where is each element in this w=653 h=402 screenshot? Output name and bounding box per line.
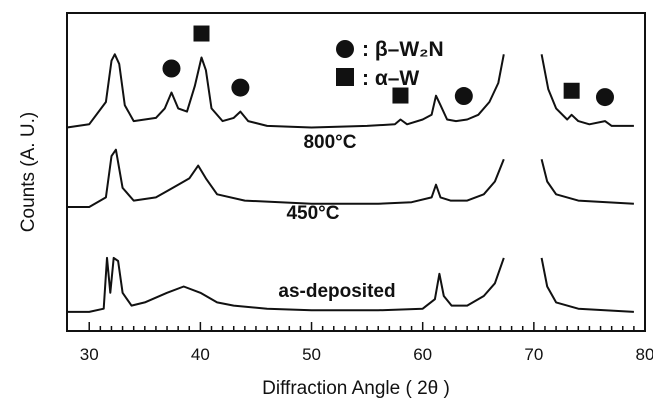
series-labels: 800°C 450°C as-deposited [278, 132, 395, 302]
xrd-curve-1-segment-0 [67, 148, 505, 208]
xrd-curve-0-segment-0 [66, 53, 505, 129]
beta-w2n-peak-marker [231, 78, 250, 97]
xrd-curve-2-segment-0 [67, 256, 505, 313]
x-tick-label: 80 [636, 345, 653, 364]
legend-circle-marker [336, 40, 354, 58]
y-axis-label: Counts (A. U.) [18, 112, 39, 232]
alpha-w-peak-marker [563, 82, 580, 99]
series-label: 800°C [303, 132, 356, 153]
series-label: as-deposited [278, 281, 395, 302]
xrd-curve-2-segment-1 [540, 257, 634, 313]
x-axis-label: Diffraction Angle ( 2θ ) [262, 378, 450, 399]
beta-w2n-peak-marker [454, 87, 473, 106]
legend: : β–W₂N : α–W [336, 38, 444, 90]
diffraction-curves [66, 53, 634, 313]
x-axis-tick-labels: 30 40 50 60 70 80 [80, 345, 653, 364]
x-tick-label: 70 [524, 345, 543, 364]
x-tick-label: 60 [413, 345, 432, 364]
x-axis-ticks [88, 322, 646, 331]
beta-w2n-peak-marker [595, 88, 614, 107]
xrd-curve-0-segment-1 [540, 54, 634, 127]
beta-w2n-peak-marker [162, 59, 181, 78]
x-tick-label: 30 [80, 345, 99, 364]
xrd-curve-1-segment-1 [540, 159, 634, 205]
peak-markers [162, 25, 614, 107]
x-tick-label: 50 [302, 345, 321, 364]
legend-square-label: : α–W [362, 67, 419, 90]
alpha-w-peak-marker [392, 87, 409, 104]
x-tick-label: 40 [191, 345, 210, 364]
legend-circle-label: : β–W₂N [362, 38, 444, 61]
alpha-w-peak-marker [193, 25, 210, 42]
legend-square-marker [336, 68, 354, 86]
series-label: 450°C [286, 203, 339, 224]
